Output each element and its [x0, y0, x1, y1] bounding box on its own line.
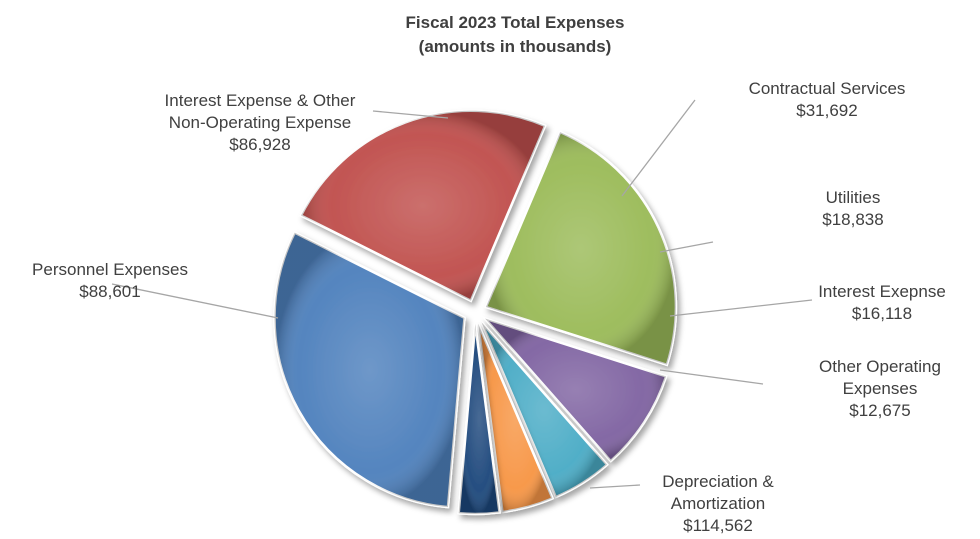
- pie-slice-interest-exepnse: [476, 323, 555, 514]
- pie-slice-utilities: [480, 321, 609, 499]
- data-label-other-operating-expenses: Other Operating Expenses $12,675: [819, 357, 941, 420]
- leader-line-other-operating-expenses: [659, 369, 764, 385]
- data-label-personnel-expenses: Personnel Expenses $88,601: [32, 260, 188, 301]
- data-label-contractual-services: Contractual Services $31,692: [749, 79, 906, 120]
- leader-line-personnel-expenses: [111, 283, 279, 319]
- data-label-interest-expense-other-non-operating-expense: Interest Expense & Other Non-Operating Ex…: [165, 91, 356, 154]
- leader-line-utilities: [659, 241, 714, 253]
- pie-slice-interest-expense-other-non-operating-expense: [484, 130, 678, 367]
- pie-slice-depreciation-amortization: [273, 230, 466, 509]
- leader-line-interest-exepnse: [669, 299, 813, 317]
- chart-title: Fiscal 2023 Total Expenses: [406, 13, 625, 32]
- data-label-depreciation-amortization: Depreciation & Amortization $114,562: [662, 472, 774, 535]
- chart-subtitle: (amounts in thousands): [419, 37, 612, 56]
- leader-line-contractual-services: [621, 99, 696, 197]
- pie-slice-personnel-expenses: [299, 109, 547, 303]
- leader-line-interest-expense-other-non-operating-expense: [372, 110, 449, 119]
- data-label-interest-exepnse: Interest Exepnse $16,118: [818, 282, 946, 323]
- pie-slice-other-operating-expenses: [457, 323, 501, 516]
- pie-slice-contractual-services: [481, 315, 668, 463]
- leader-line-depreciation-amortization: [589, 484, 641, 489]
- data-label-utilities: Utilities $18,838: [822, 188, 883, 229]
